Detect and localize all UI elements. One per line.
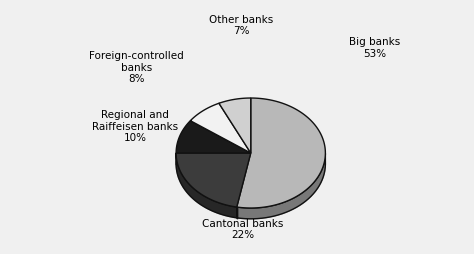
- Text: Cantonal banks
22%: Cantonal banks 22%: [202, 218, 283, 240]
- Polygon shape: [176, 153, 237, 218]
- Ellipse shape: [176, 109, 325, 219]
- Text: Foreign-controlled
banks
8%: Foreign-controlled banks 8%: [89, 51, 184, 84]
- Polygon shape: [237, 154, 325, 219]
- Text: Other banks
7%: Other banks 7%: [209, 14, 273, 36]
- Polygon shape: [176, 153, 251, 207]
- Polygon shape: [191, 104, 251, 153]
- Polygon shape: [176, 121, 251, 153]
- Polygon shape: [219, 99, 251, 153]
- Polygon shape: [237, 99, 325, 208]
- Text: Regional and
Raiffeisen banks
10%: Regional and Raiffeisen banks 10%: [92, 109, 178, 142]
- Text: Big banks
53%: Big banks 53%: [349, 37, 400, 58]
